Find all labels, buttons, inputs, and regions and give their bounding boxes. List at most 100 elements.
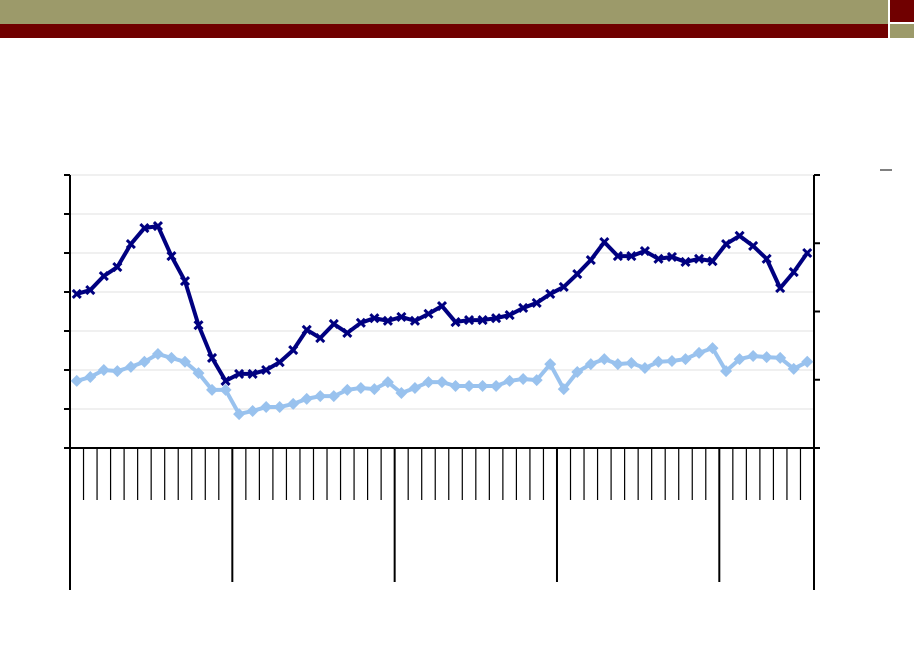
point-marker: [112, 261, 123, 273]
point-marker: [490, 379, 503, 392]
point-marker: [287, 397, 300, 410]
point-marker: [734, 230, 745, 241]
point-marker: [707, 256, 718, 267]
point-marker: [449, 379, 462, 392]
point-marker: [395, 387, 408, 400]
corner-square: [890, 0, 914, 22]
point-marker: [693, 253, 705, 264]
point-marker: [314, 390, 327, 403]
point-marker: [599, 237, 610, 248]
point-marker: [679, 353, 692, 366]
point-marker: [206, 352, 218, 363]
point-marker: [611, 358, 624, 371]
point-marker: [381, 376, 394, 389]
point-marker: [111, 365, 124, 378]
point-marker: [450, 316, 461, 328]
point-marker: [85, 284, 96, 296]
point-marker: [760, 351, 773, 364]
point-marker: [557, 383, 570, 396]
point-marker: [476, 379, 489, 392]
point-marker: [477, 315, 488, 326]
header-stripe: [0, 24, 888, 38]
point-marker: [463, 379, 476, 392]
point-marker: [246, 404, 259, 417]
point-marker: [517, 372, 530, 385]
point-marker: [788, 267, 799, 278]
point-marker: [625, 356, 638, 369]
point-marker: [327, 390, 340, 403]
point-marker: [774, 351, 787, 364]
point-marker: [179, 276, 191, 287]
point-marker: [192, 367, 205, 380]
point-marker: [558, 281, 569, 292]
point-marker: [721, 238, 732, 250]
point-marker: [315, 332, 326, 344]
point-marker: [612, 251, 623, 262]
point-marker: [274, 357, 285, 368]
point-marker: [598, 353, 611, 366]
header-band: [0, 0, 888, 24]
point-marker: [491, 313, 502, 324]
point-marker: [288, 345, 299, 356]
point-marker: [368, 383, 381, 396]
point-marker: [518, 302, 529, 314]
point-marker: [396, 311, 407, 323]
point-marker: [219, 383, 232, 396]
point-marker: [422, 376, 435, 389]
point-marker: [151, 348, 164, 361]
point-marker: [382, 315, 393, 326]
point-marker: [787, 362, 800, 375]
point-marker: [152, 221, 163, 232]
point-marker: [652, 355, 665, 368]
point-marker: [572, 268, 583, 280]
point-marker: [234, 368, 245, 379]
point-marker: [747, 349, 760, 362]
point-marker: [530, 374, 543, 387]
point-marker: [639, 245, 650, 257]
point-marker: [369, 313, 380, 324]
point-marker: [436, 300, 448, 312]
point-marker: [247, 368, 258, 379]
point-marker: [71, 288, 82, 300]
point-marker: [165, 351, 178, 364]
point-marker: [193, 320, 204, 331]
point-marker: [261, 364, 272, 376]
point-marker: [354, 381, 367, 394]
point-marker: [98, 270, 109, 282]
point-marker: [504, 309, 515, 321]
point-marker: [531, 297, 542, 308]
point-marker: [665, 355, 678, 368]
point-marker: [423, 308, 434, 319]
point-marker: [124, 360, 137, 373]
point-marker: [720, 365, 733, 378]
point-marker: [355, 317, 366, 328]
point-marker: [775, 283, 786, 294]
point-marker: [544, 358, 557, 371]
point-marker: [748, 240, 759, 252]
point-marker: [260, 401, 273, 414]
point-marker: [178, 355, 191, 368]
point-marker: [206, 383, 219, 396]
corner-square: [890, 24, 914, 38]
point-marker: [220, 375, 231, 386]
point-marker: [503, 374, 516, 387]
point-marker: [585, 254, 596, 266]
point-marker: [139, 222, 150, 234]
point-marker: [97, 364, 110, 376]
point-marker: [680, 256, 691, 268]
point-marker: [233, 408, 246, 421]
point-marker: [801, 355, 814, 368]
point-marker: [626, 251, 637, 262]
point-marker: [342, 327, 353, 339]
point-marker: [166, 251, 177, 262]
point-marker: [273, 401, 286, 414]
point-marker: [733, 353, 746, 366]
point-marker: [802, 247, 813, 259]
point-marker: [693, 346, 706, 359]
plot: [64, 174, 820, 590]
point-marker: [328, 318, 339, 330]
point-marker: [436, 376, 448, 389]
point-marker: [138, 355, 151, 368]
